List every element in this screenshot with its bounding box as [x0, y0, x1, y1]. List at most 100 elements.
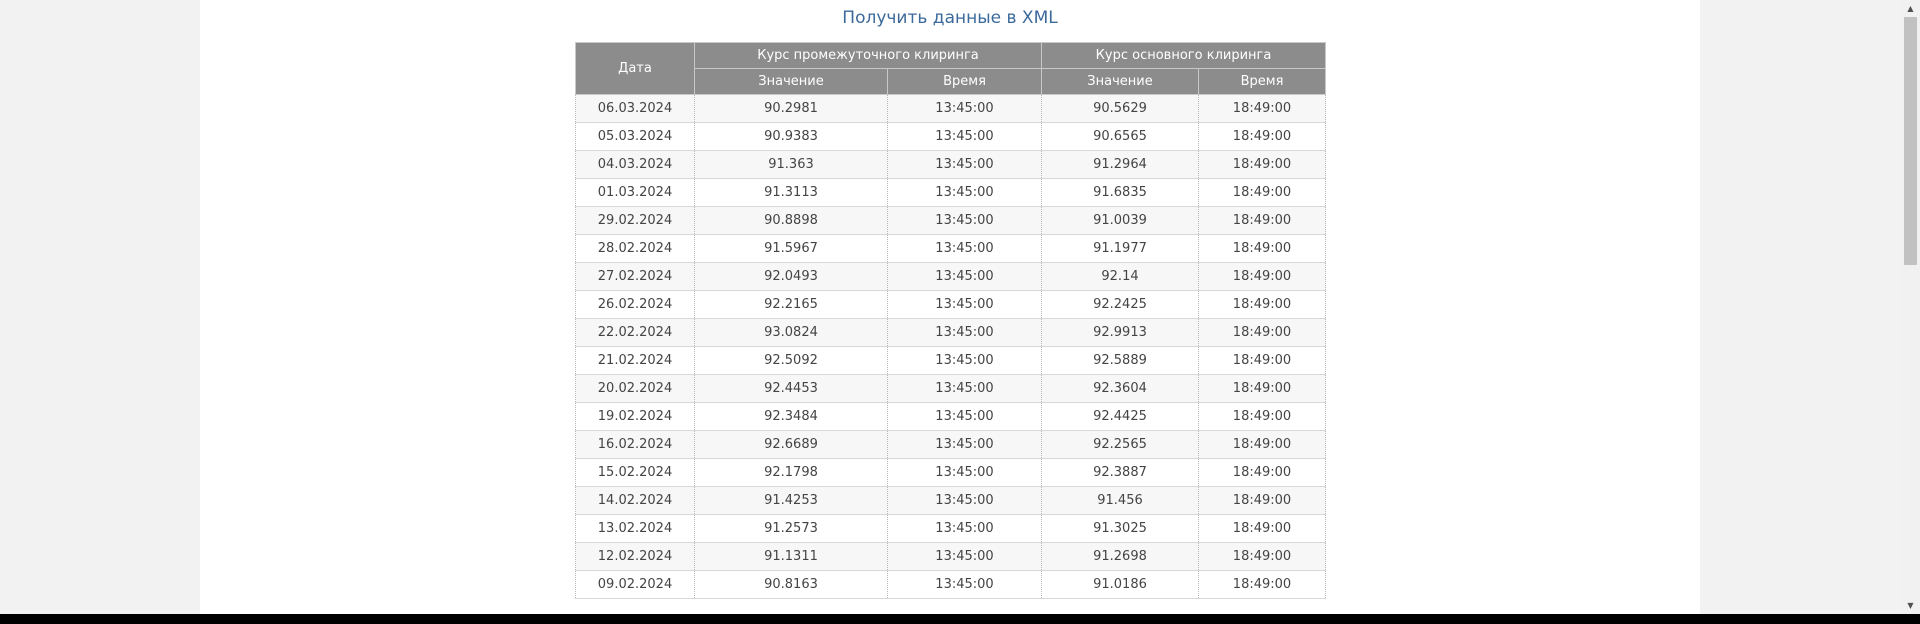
header-intermediate-clearing: Курс промежуточного клиринга — [694, 42, 1042, 69]
cell-intermediate-value: 92.1798 — [694, 458, 888, 487]
cell-main-value: 92.9913 — [1041, 318, 1199, 347]
cell-date: 01.03.2024 — [575, 178, 695, 207]
cell-intermediate-value: 93.0824 — [694, 318, 888, 347]
table-row: 29.02.2024 90.8898 13:45:00 91.0039 18:49:00 — [575, 206, 1326, 235]
table-row: 22.02.2024 93.0824 13:45:00 92.9913 18:49:00 — [575, 318, 1326, 347]
cell-main-value: 90.5629 — [1041, 94, 1199, 123]
cell-date: 27.02.2024 — [575, 262, 695, 291]
cell-main-value: 92.2425 — [1041, 290, 1199, 319]
table-row: 26.02.2024 92.2165 13:45:00 92.2425 18:49:00 — [575, 290, 1326, 319]
table-row: 21.02.2024 92.5092 13:45:00 92.5889 18:49:00 — [575, 346, 1326, 375]
get-xml-link[interactable]: Получить данные в XML — [842, 8, 1058, 28]
cell-main-time: 18:49:00 — [1198, 290, 1326, 319]
cell-main-time: 18:49:00 — [1198, 122, 1326, 151]
cell-intermediate-value: 92.3484 — [694, 402, 888, 431]
cell-intermediate-value: 92.2165 — [694, 290, 888, 319]
cell-main-time: 18:49:00 — [1198, 234, 1326, 263]
cell-main-value: 91.0039 — [1041, 206, 1199, 235]
header-date: Дата — [575, 42, 695, 95]
cell-intermediate-time: 13:45:00 — [887, 94, 1042, 123]
cell-main-value: 92.14 — [1041, 262, 1199, 291]
cell-date: 16.02.2024 — [575, 430, 695, 459]
table-row: 13.02.2024 91.2573 13:45:00 91.3025 18:49:00 — [575, 514, 1326, 543]
cell-intermediate-time: 13:45:00 — [887, 178, 1042, 207]
cell-date: 22.02.2024 — [575, 318, 695, 347]
cell-main-value: 91.2964 — [1041, 150, 1199, 179]
header-main-clearing: Курс основного клиринга — [1041, 42, 1326, 69]
cell-main-time: 18:49:00 — [1198, 94, 1326, 123]
cell-intermediate-time: 13:45:00 — [887, 570, 1042, 599]
cell-intermediate-value: 90.2981 — [694, 94, 888, 123]
cell-main-time: 18:49:00 — [1198, 346, 1326, 375]
header-main-value: Значение — [1041, 68, 1199, 95]
cell-intermediate-time: 13:45:00 — [887, 430, 1042, 459]
cell-date: 14.02.2024 — [575, 486, 695, 515]
cell-intermediate-time: 13:45:00 — [887, 402, 1042, 431]
cell-intermediate-time: 13:45:00 — [887, 262, 1042, 291]
cell-intermediate-time: 13:45:00 — [887, 346, 1042, 375]
header-main-time: Время — [1198, 68, 1326, 95]
cell-main-time: 18:49:00 — [1198, 486, 1326, 515]
cell-main-time: 18:49:00 — [1198, 542, 1326, 571]
cell-intermediate-value: 91.3113 — [694, 178, 888, 207]
cell-intermediate-time: 13:45:00 — [887, 150, 1042, 179]
cell-intermediate-time: 13:45:00 — [887, 234, 1042, 263]
cell-date: 19.02.2024 — [575, 402, 695, 431]
cell-intermediate-value: 92.6689 — [694, 430, 888, 459]
cell-main-time: 18:49:00 — [1198, 262, 1326, 291]
cell-main-time: 18:49:00 — [1198, 458, 1326, 487]
table-row: 28.02.2024 91.5967 13:45:00 91.1977 18:49:00 — [575, 234, 1326, 263]
cell-intermediate-value: 92.4453 — [694, 374, 888, 403]
cell-date: 04.03.2024 — [575, 150, 695, 179]
cell-intermediate-value: 91.4253 — [694, 486, 888, 515]
cell-intermediate-value: 90.9383 — [694, 122, 888, 151]
table-row: 01.03.2024 91.3113 13:45:00 91.6835 18:49:00 — [575, 178, 1326, 207]
cell-main-value: 90.6565 — [1041, 122, 1199, 151]
cell-intermediate-time: 13:45:00 — [887, 374, 1042, 403]
cell-intermediate-value: 92.0493 — [694, 262, 888, 291]
cell-date: 13.02.2024 — [575, 514, 695, 543]
cell-main-value: 92.5889 — [1041, 346, 1199, 375]
header-intermediate-time: Время — [887, 68, 1042, 95]
triangle-up-icon[interactable]: ▲ — [1907, 4, 1914, 13]
cell-main-value: 92.3604 — [1041, 374, 1199, 403]
cell-main-time: 18:49:00 — [1198, 206, 1326, 235]
cell-main-value: 91.0186 — [1041, 570, 1199, 599]
cell-intermediate-time: 13:45:00 — [887, 122, 1042, 151]
cell-main-value: 91.456 — [1041, 486, 1199, 515]
vertical-scrollbar[interactable]: ▲ ▼ — [1901, 0, 1920, 614]
cell-main-time: 18:49:00 — [1198, 402, 1326, 431]
table-row: 16.02.2024 92.6689 13:45:00 92.2565 18:49:00 — [575, 430, 1326, 459]
clearing-rates-table: Дата Курс промежуточного клиринга Курс о… — [575, 42, 1326, 599]
table-row: 15.02.2024 92.1798 13:45:00 92.3887 18:49:00 — [575, 458, 1326, 487]
cell-intermediate-time: 13:45:00 — [887, 486, 1042, 515]
cell-intermediate-value: 90.8163 — [694, 570, 888, 599]
cell-main-value: 91.2698 — [1041, 542, 1199, 571]
scrollbar-thumb[interactable] — [1904, 17, 1917, 265]
cell-intermediate-value: 91.363 — [694, 150, 888, 179]
window-bottom-edge — [0, 614, 1920, 624]
table-row: 27.02.2024 92.0493 13:45:00 92.14 18:49:00 — [575, 262, 1326, 291]
cell-date: 15.02.2024 — [575, 458, 695, 487]
cell-intermediate-value: 92.5092 — [694, 346, 888, 375]
cell-intermediate-time: 13:45:00 — [887, 206, 1042, 235]
table-body: 06.03.2024 90.2981 13:45:00 90.5629 18:49:00… — [575, 94, 1326, 599]
cell-main-value: 92.4425 — [1041, 402, 1199, 431]
cell-date: 29.02.2024 — [575, 206, 695, 235]
cell-intermediate-time: 13:45:00 — [887, 290, 1042, 319]
cell-main-time: 18:49:00 — [1198, 178, 1326, 207]
cell-main-time: 18:49:00 — [1198, 514, 1326, 543]
page-content: Получить данные в XML Дата Курс промежут… — [200, 0, 1700, 624]
table-header: Дата Курс промежуточного клиринга Курс о… — [575, 42, 1326, 95]
table-row: 09.02.2024 90.8163 13:45:00 91.0186 18:49:00 — [575, 570, 1326, 599]
cell-intermediate-value: 91.1311 — [694, 542, 888, 571]
cell-intermediate-time: 13:45:00 — [887, 542, 1042, 571]
cell-main-value: 92.2565 — [1041, 430, 1199, 459]
triangle-down-icon[interactable]: ▼ — [1907, 601, 1914, 610]
cell-date: 05.03.2024 — [575, 122, 695, 151]
table-row: 05.03.2024 90.9383 13:45:00 90.6565 18:49:00 — [575, 122, 1326, 151]
cell-main-value: 91.1977 — [1041, 234, 1199, 263]
table-row: 14.02.2024 91.4253 13:45:00 91.456 18:49:00 — [575, 486, 1326, 515]
cell-date: 20.02.2024 — [575, 374, 695, 403]
